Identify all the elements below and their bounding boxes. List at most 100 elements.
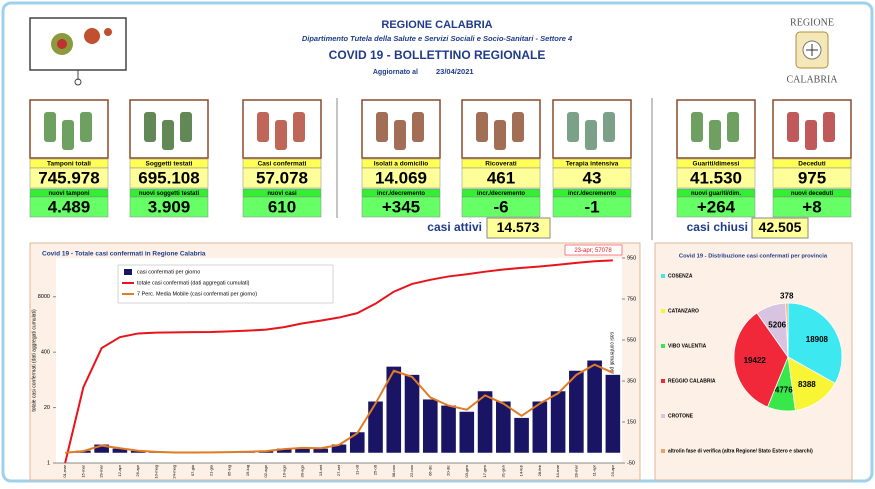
pie-title: Covid 19 - Distribuzione casi confermati… — [679, 254, 828, 260]
x-tick-label: 24-mag — [172, 465, 177, 479]
pie-value-label: 378 — [780, 292, 794, 301]
card-value: 43 — [583, 168, 602, 187]
x-tick-label: 06-dic — [427, 465, 432, 476]
x-tick-label: 25-ott — [373, 464, 378, 475]
legend-swatch — [661, 449, 665, 453]
y2-tick-label: 350 — [627, 378, 636, 384]
card-icon — [44, 112, 56, 142]
x-tick-label: 28-mar — [573, 464, 578, 477]
card-label: Terapia intensiva — [566, 161, 619, 168]
bar — [441, 406, 456, 453]
y-tick-label: 1 — [47, 460, 50, 466]
card-icon — [180, 112, 192, 142]
card-icon — [823, 112, 835, 142]
y-tick-label: 400 — [41, 350, 50, 356]
header-title: REGIONE CALABRIA — [381, 19, 492, 31]
legend-label: altro/in fase di verifica (altra Regione… — [668, 448, 813, 454]
x-tick-label: 12-apr — [117, 464, 122, 476]
x-tick-label: 21-giu — [208, 465, 213, 476]
card-label: Ricoverati — [485, 161, 517, 168]
x-tick-label: 30-ago — [300, 464, 305, 477]
x-tick-label: 16-ago — [281, 464, 286, 477]
card-icon — [585, 120, 597, 150]
y2-tick-label: -50 — [627, 460, 635, 466]
logo-bottom: CALABRIA — [786, 74, 838, 85]
legend-swatch — [661, 379, 665, 383]
crest — [796, 32, 828, 68]
y-axis-label: totale casi confermati (dati aggregati c… — [31, 309, 37, 412]
card-label: Deceduti — [798, 161, 826, 168]
card-sublabel: incr./decremento — [477, 191, 525, 197]
card-subvalue: +345 — [382, 197, 420, 216]
card-label: Isolati a domicilio — [374, 161, 429, 168]
legend-swatch — [661, 414, 665, 418]
bar — [606, 375, 621, 453]
card-icon — [603, 112, 615, 142]
card-subvalue: 4.489 — [48, 197, 91, 216]
card-subvalue: -6 — [493, 197, 508, 216]
closed-label: casi chiusi — [687, 220, 748, 234]
card-icon — [567, 112, 579, 142]
legend-swatch — [661, 344, 665, 348]
legend-swatch — [661, 309, 665, 313]
legend-label: CROTONE — [668, 413, 694, 419]
x-tick-label: 23-apr — [610, 464, 615, 476]
x-tick-label: 28-feb — [537, 464, 542, 476]
card-icon — [80, 112, 92, 142]
legend-swatch — [661, 274, 665, 278]
bar — [514, 418, 529, 453]
x-tick-label: 15-mar — [80, 464, 85, 477]
card-value: 14.069 — [375, 168, 427, 187]
card-value: 975 — [798, 168, 826, 187]
pie-value-label: 19422 — [744, 356, 767, 365]
pie-value-label: 8388 — [798, 380, 816, 389]
pie-value-label: 4776 — [775, 385, 793, 394]
card-sublabel: nuovi casi — [267, 191, 297, 197]
card-icon — [394, 120, 406, 150]
y2-tick-label: 950 — [627, 255, 636, 261]
updated-date: 23/04/2021 — [436, 67, 474, 76]
pie-value-label: 18908 — [806, 335, 829, 344]
card-label: Guariti/dimessi — [693, 161, 740, 168]
x-tick-label: 14-feb — [519, 464, 524, 476]
card-subvalue: -1 — [584, 197, 599, 216]
card-icon — [275, 120, 287, 150]
bar — [587, 361, 602, 453]
legend-label: REGGIO CALABRIA — [668, 378, 716, 384]
card-icon — [805, 120, 817, 150]
bar — [313, 449, 328, 453]
x-tick-label: 19-lug — [245, 465, 250, 476]
bar — [405, 375, 420, 453]
card-label: Tamponi totali — [47, 161, 91, 168]
x-tick-label: 08-nov — [391, 465, 396, 477]
card-subvalue: 610 — [268, 197, 296, 216]
card-value: 41.530 — [690, 168, 742, 187]
card-icon — [162, 120, 174, 150]
pie-value-label: 5206 — [768, 320, 786, 329]
card-label: Casi confermati — [258, 161, 307, 168]
legend-label: casi confermati per giorno — [137, 269, 200, 275]
active-label: casi attivi — [427, 220, 482, 234]
x-tick-label: 02-ago — [263, 464, 268, 477]
chart-title: Covid 19 - Totale casi confermati in Reg… — [42, 251, 206, 258]
card-icon — [376, 112, 388, 142]
x-tick-label: 07-giu — [190, 465, 195, 476]
card-sublabel: nuovi soggetti testati — [139, 191, 200, 197]
card-sublabel: incr./decremento — [568, 191, 616, 197]
x-tick-label: 26-apr — [135, 464, 140, 476]
active-value: 14.573 — [497, 219, 540, 235]
x-tick-label: 22-nov — [409, 465, 414, 477]
card-icon — [512, 112, 524, 142]
legend-swatch — [124, 269, 132, 275]
card-subvalue: 3.909 — [148, 197, 191, 216]
card-subvalue: +8 — [802, 197, 821, 216]
card-icon — [709, 120, 721, 150]
bar — [368, 402, 383, 453]
card-value: 695.108 — [138, 168, 199, 187]
card-icon — [494, 120, 506, 150]
card-value: 461 — [487, 168, 515, 187]
x-tick-label: 11-ott — [354, 464, 359, 475]
x-tick-label: 27-set — [336, 464, 341, 476]
bar — [533, 402, 548, 453]
x-tick-label: 03-gen — [464, 465, 469, 477]
